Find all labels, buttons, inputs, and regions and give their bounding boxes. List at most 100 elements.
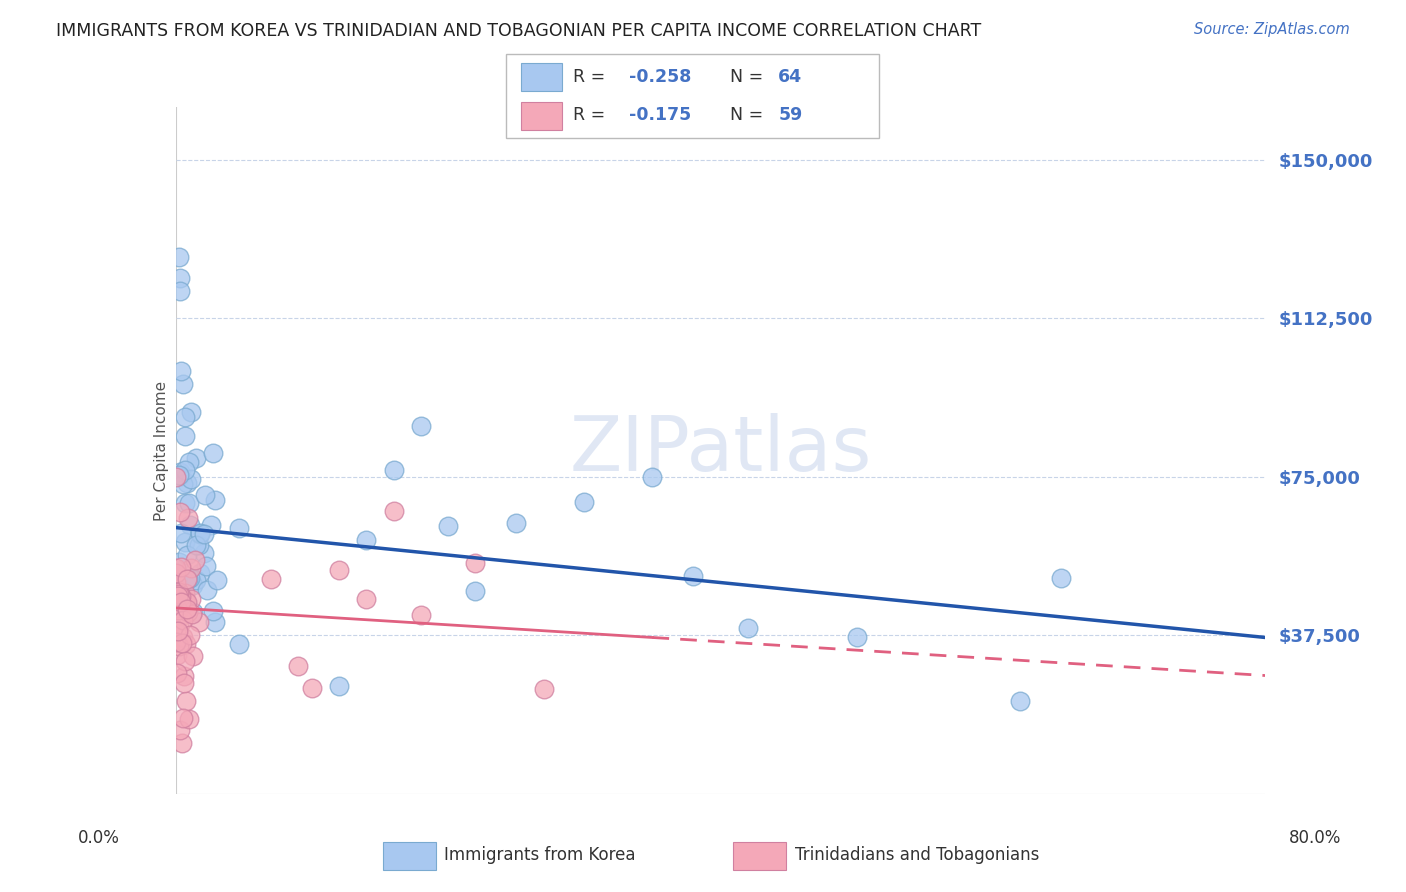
Point bbox=[169, 467, 191, 482]
Point bbox=[172, 613, 194, 627]
Point bbox=[166, 566, 188, 581]
Point bbox=[202, 446, 225, 460]
Point bbox=[1010, 694, 1032, 708]
Point bbox=[180, 472, 202, 486]
Point bbox=[177, 455, 200, 469]
Point bbox=[187, 615, 209, 630]
Point bbox=[177, 572, 200, 586]
Point bbox=[176, 475, 198, 490]
Point bbox=[204, 615, 226, 629]
Point bbox=[174, 463, 197, 477]
Point bbox=[382, 504, 405, 518]
Point bbox=[505, 516, 527, 530]
Point bbox=[167, 589, 190, 603]
Point bbox=[167, 602, 190, 616]
Point bbox=[166, 648, 188, 662]
Text: IMMIGRANTS FROM KOREA VS TRINIDADIAN AND TOBAGONIAN PER CAPITA INCOME CORRELATIO: IMMIGRANTS FROM KOREA VS TRINIDADIAN AND… bbox=[56, 22, 981, 40]
Point bbox=[169, 526, 191, 541]
Text: ZIPatlas: ZIPatlas bbox=[569, 414, 872, 487]
Point bbox=[287, 658, 309, 673]
Point bbox=[173, 593, 195, 607]
Point bbox=[173, 496, 195, 510]
Point bbox=[172, 710, 194, 724]
Point bbox=[409, 608, 432, 623]
Point bbox=[174, 534, 197, 549]
Point bbox=[533, 681, 555, 696]
Point bbox=[165, 566, 187, 580]
Bar bbox=[522, 62, 562, 91]
Point bbox=[194, 558, 217, 573]
Point bbox=[187, 538, 209, 552]
Text: 59: 59 bbox=[778, 106, 803, 124]
Text: 80.0%: 80.0% bbox=[1288, 829, 1341, 847]
Point bbox=[165, 470, 187, 484]
Point bbox=[181, 578, 204, 592]
Point bbox=[356, 591, 378, 606]
Point bbox=[228, 521, 250, 535]
Point bbox=[682, 569, 704, 583]
Bar bbox=[734, 842, 786, 870]
Point bbox=[437, 519, 460, 533]
Point bbox=[166, 624, 188, 638]
Point bbox=[169, 468, 191, 483]
Point bbox=[165, 574, 187, 589]
Text: Immigrants from Korea: Immigrants from Korea bbox=[444, 847, 636, 864]
Point bbox=[181, 648, 204, 663]
Point bbox=[1050, 571, 1073, 585]
Point bbox=[464, 557, 486, 571]
Point bbox=[228, 636, 250, 650]
Point bbox=[170, 736, 193, 750]
Point bbox=[166, 582, 188, 596]
Point bbox=[186, 574, 208, 588]
Point bbox=[202, 604, 225, 618]
Point bbox=[176, 572, 198, 586]
Text: -0.175: -0.175 bbox=[628, 106, 692, 124]
Point bbox=[174, 586, 197, 600]
FancyBboxPatch shape bbox=[506, 54, 879, 138]
Text: Source: ZipAtlas.com: Source: ZipAtlas.com bbox=[1194, 22, 1350, 37]
Point bbox=[409, 419, 432, 434]
Point bbox=[165, 624, 187, 638]
Point bbox=[356, 533, 378, 547]
Point bbox=[170, 560, 193, 574]
Point bbox=[176, 548, 198, 562]
Point bbox=[170, 364, 193, 378]
Point bbox=[204, 493, 226, 508]
Point bbox=[176, 511, 198, 525]
Point bbox=[328, 679, 350, 693]
Point bbox=[186, 450, 208, 465]
Point bbox=[166, 666, 188, 681]
Point bbox=[180, 591, 202, 606]
Point bbox=[181, 605, 204, 619]
Point bbox=[170, 594, 193, 608]
Text: R =: R = bbox=[574, 106, 612, 124]
Bar bbox=[522, 102, 562, 130]
Point bbox=[382, 462, 405, 476]
Point bbox=[177, 605, 200, 619]
Point bbox=[169, 465, 191, 479]
Point bbox=[179, 628, 201, 642]
Y-axis label: Per Capita Income: Per Capita Income bbox=[153, 380, 169, 521]
Point bbox=[172, 631, 194, 645]
Point bbox=[174, 409, 197, 424]
Point bbox=[172, 636, 194, 650]
Point bbox=[173, 668, 195, 682]
Text: Trinidadians and Tobagonians: Trinidadians and Tobagonians bbox=[794, 847, 1039, 864]
Point bbox=[167, 598, 190, 612]
Bar bbox=[382, 842, 436, 870]
Text: 0.0%: 0.0% bbox=[77, 829, 120, 847]
Point bbox=[328, 563, 350, 577]
Point bbox=[641, 470, 664, 484]
Point bbox=[180, 607, 202, 622]
Point bbox=[195, 582, 218, 597]
Point bbox=[194, 488, 217, 502]
Point bbox=[167, 585, 190, 599]
Point bbox=[188, 525, 211, 540]
Point bbox=[165, 591, 187, 605]
Point bbox=[200, 518, 222, 533]
Point bbox=[174, 637, 197, 651]
Text: N =: N = bbox=[730, 106, 769, 124]
Point bbox=[169, 271, 191, 285]
Point bbox=[167, 619, 190, 633]
Point bbox=[205, 573, 228, 587]
